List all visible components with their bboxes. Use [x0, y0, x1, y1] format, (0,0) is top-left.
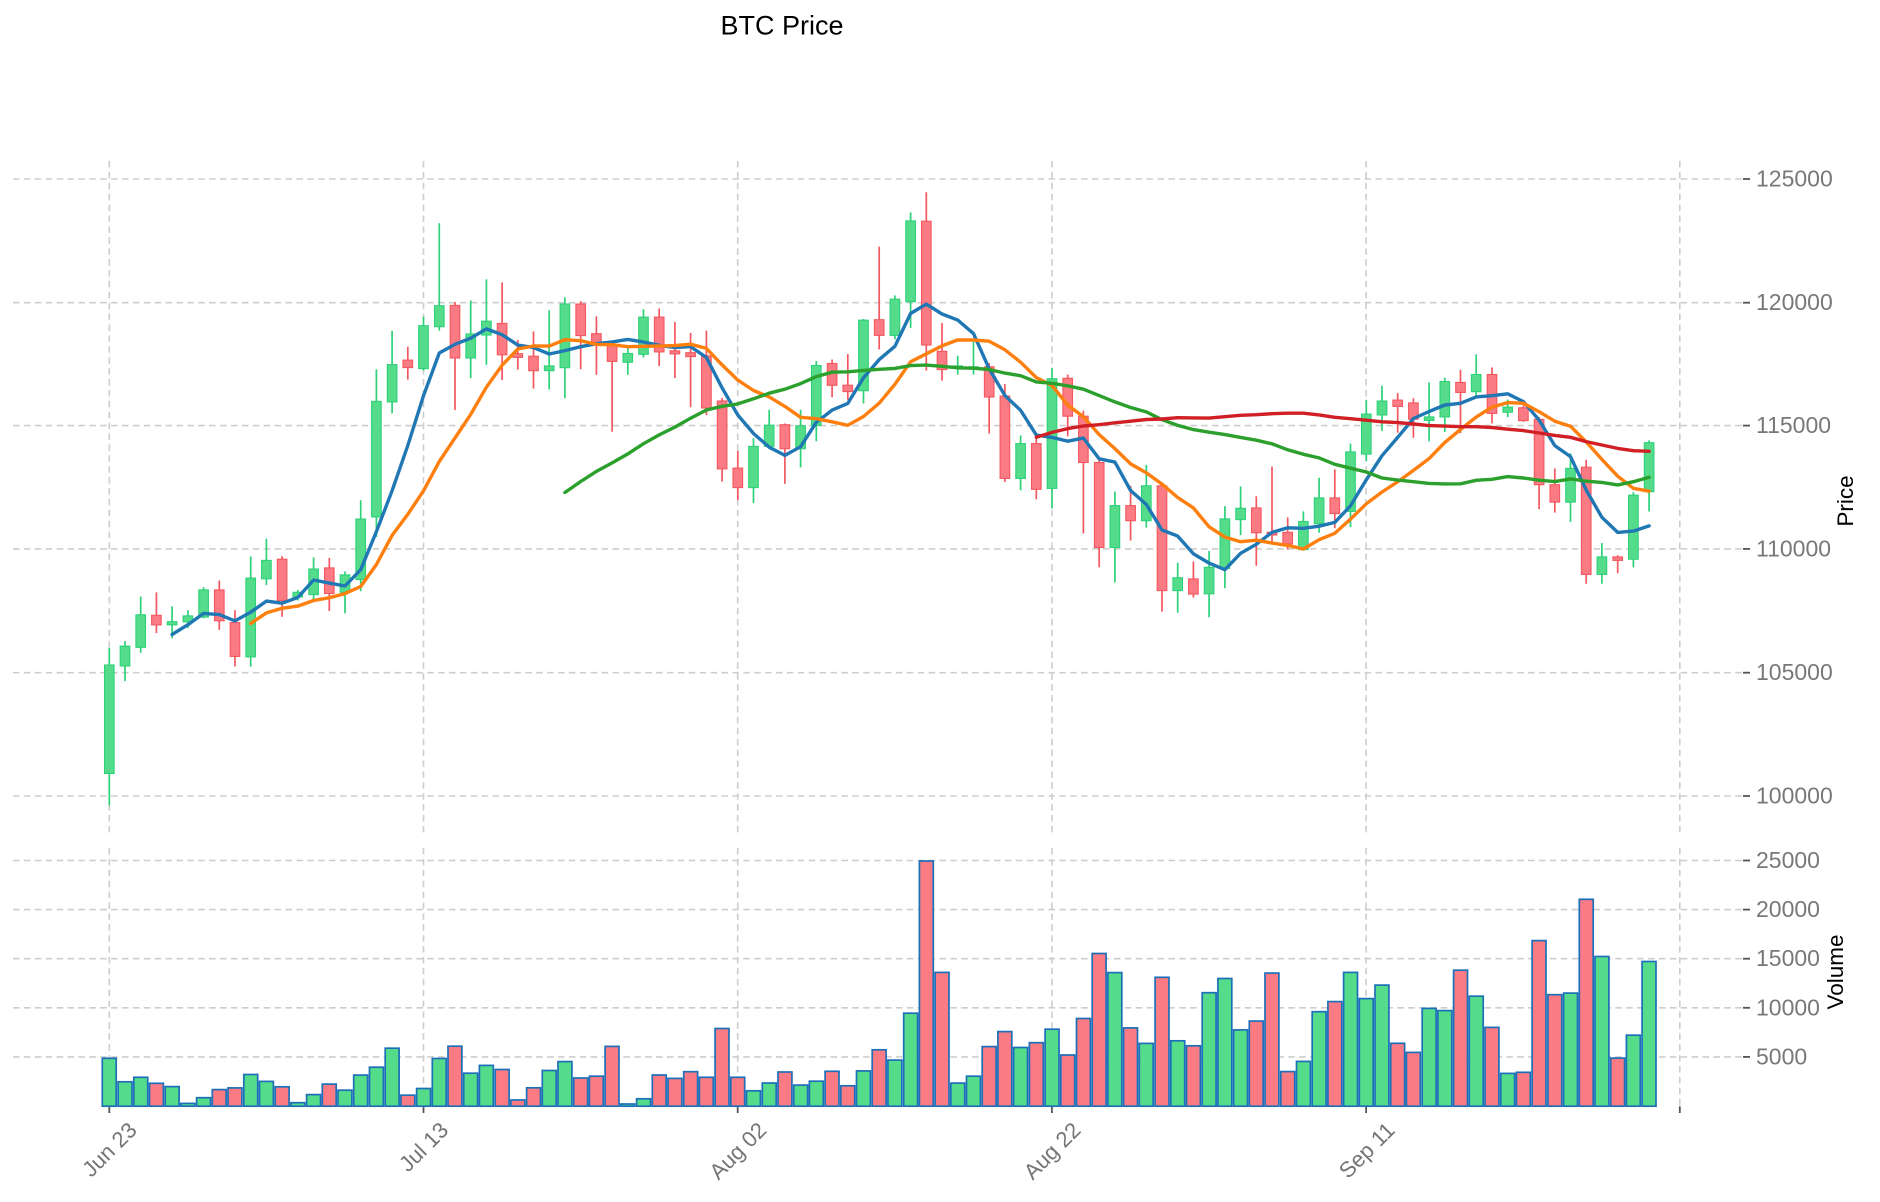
svg-text:25000: 25000 [1756, 847, 1820, 873]
svg-text:Volume: Volume [1823, 934, 1848, 1009]
svg-text:10000: 10000 [1756, 994, 1820, 1020]
svg-text:105000: 105000 [1756, 659, 1833, 685]
svg-text:BTC Price: BTC Price [720, 11, 843, 41]
svg-text:100000: 100000 [1756, 783, 1833, 809]
svg-text:125000: 125000 [1756, 166, 1833, 192]
svg-text:120000: 120000 [1756, 289, 1833, 315]
svg-text:110000: 110000 [1756, 535, 1831, 561]
svg-text:20000: 20000 [1756, 896, 1820, 922]
svg-text:Price: Price [1833, 475, 1858, 526]
svg-text:15000: 15000 [1756, 945, 1820, 971]
svg-text:115000: 115000 [1756, 412, 1831, 438]
svg-text:5000: 5000 [1756, 1043, 1807, 1069]
